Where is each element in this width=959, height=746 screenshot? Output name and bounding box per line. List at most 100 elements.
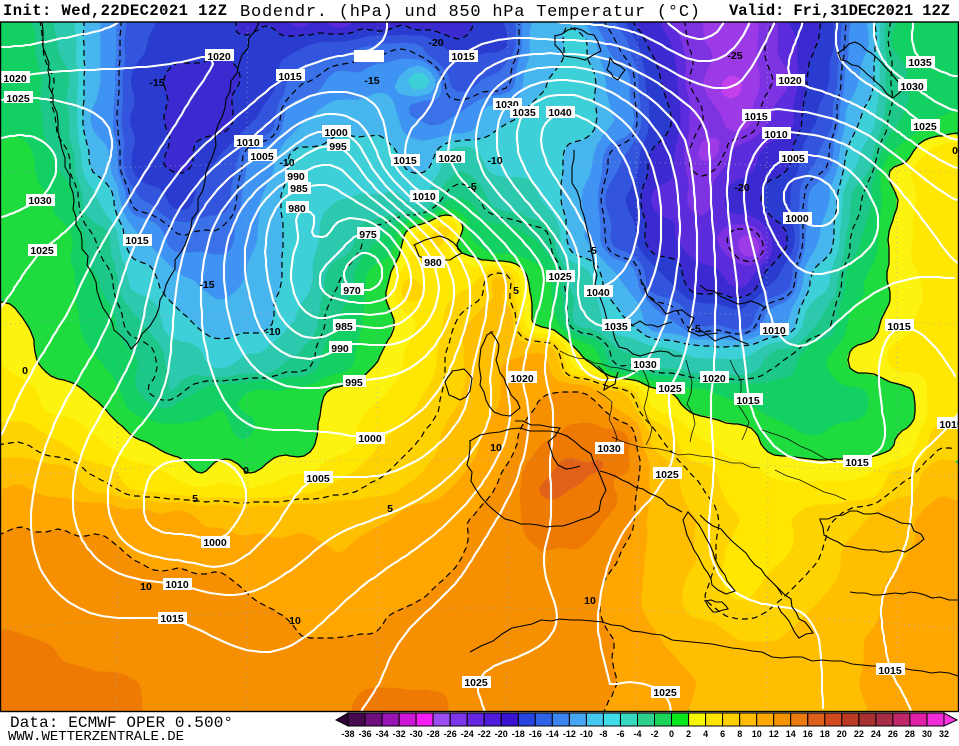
svg-text:1030: 1030 xyxy=(597,443,621,455)
svg-text:985: 985 xyxy=(335,321,353,333)
svg-text:1000: 1000 xyxy=(203,537,227,549)
svg-text:4: 4 xyxy=(703,729,708,739)
svg-text:0: 0 xyxy=(669,729,674,739)
svg-text:1015: 1015 xyxy=(393,155,417,167)
svg-text:1000: 1000 xyxy=(358,433,382,445)
svg-text:-4: -4 xyxy=(633,729,641,739)
svg-text:5: 5 xyxy=(387,503,393,515)
svg-text:-24: -24 xyxy=(461,729,474,739)
svg-text:24: 24 xyxy=(871,729,881,739)
svg-text:10: 10 xyxy=(140,581,152,593)
svg-text:1010: 1010 xyxy=(762,325,786,337)
svg-text:1025: 1025 xyxy=(30,245,54,257)
svg-text:1015: 1015 xyxy=(939,419,959,431)
svg-text:-20: -20 xyxy=(495,729,508,739)
svg-text:1005: 1005 xyxy=(250,151,274,163)
svg-text:16: 16 xyxy=(803,729,813,739)
svg-text:1015: 1015 xyxy=(744,111,768,123)
svg-text:6: 6 xyxy=(720,729,725,739)
svg-text:0: 0 xyxy=(243,465,249,477)
svg-text:1020: 1020 xyxy=(510,373,534,385)
svg-text:-15: -15 xyxy=(364,75,379,87)
svg-text:1030: 1030 xyxy=(28,195,52,207)
svg-text:-6: -6 xyxy=(616,729,624,739)
svg-text:28: 28 xyxy=(905,729,915,739)
svg-text:1025: 1025 xyxy=(548,271,572,283)
svg-text:1000: 1000 xyxy=(324,127,348,139)
svg-text:-10: -10 xyxy=(487,155,502,167)
svg-text:1015: 1015 xyxy=(887,321,911,333)
svg-text:-20: -20 xyxy=(428,37,443,49)
svg-text:1040: 1040 xyxy=(586,287,610,299)
svg-text:1020: 1020 xyxy=(778,75,802,87)
svg-text:1025: 1025 xyxy=(464,677,488,689)
svg-text:-14: -14 xyxy=(546,729,559,739)
svg-text:-30: -30 xyxy=(410,729,423,739)
svg-text:1000: 1000 xyxy=(785,213,809,225)
svg-text:30: 30 xyxy=(922,729,932,739)
svg-text:990: 990 xyxy=(287,171,305,183)
svg-text:1010: 1010 xyxy=(764,129,788,141)
svg-text:980: 980 xyxy=(288,203,306,215)
svg-text:980: 980 xyxy=(424,257,442,269)
svg-text:10: 10 xyxy=(584,595,596,607)
svg-text:1020: 1020 xyxy=(438,153,462,165)
svg-text:10: 10 xyxy=(490,442,502,454)
svg-text:-15: -15 xyxy=(149,77,164,89)
svg-text:-8: -8 xyxy=(599,729,607,739)
svg-text:Init: Wed,22DEC2021 12Z: Init: Wed,22DEC2021 12Z xyxy=(3,2,227,20)
svg-text:-5: -5 xyxy=(587,245,596,257)
svg-text:1015: 1015 xyxy=(736,395,760,407)
svg-text:1030: 1030 xyxy=(633,359,657,371)
svg-text:-10: -10 xyxy=(265,326,280,338)
svg-text:1020: 1020 xyxy=(702,373,726,385)
svg-text:-16: -16 xyxy=(529,729,542,739)
svg-text:-25: -25 xyxy=(727,50,742,62)
svg-text:2: 2 xyxy=(686,729,691,739)
svg-text:14: 14 xyxy=(786,729,796,739)
svg-text:1015: 1015 xyxy=(845,457,869,469)
svg-text:-2: -2 xyxy=(650,729,658,739)
svg-text:Valid: Fri,31DEC2021 12Z: Valid: Fri,31DEC2021 12Z xyxy=(729,2,950,20)
svg-text:-22: -22 xyxy=(478,729,491,739)
svg-text:1040: 1040 xyxy=(548,107,572,119)
svg-text:-36: -36 xyxy=(358,729,371,739)
svg-text:1025: 1025 xyxy=(658,383,682,395)
svg-text:1020: 1020 xyxy=(3,73,27,85)
svg-text:10: 10 xyxy=(289,615,301,627)
svg-text:-10: -10 xyxy=(580,729,593,739)
svg-text:1025: 1025 xyxy=(653,687,677,699)
svg-text:-10: -10 xyxy=(279,157,294,169)
svg-text:-20: -20 xyxy=(734,182,749,194)
svg-text:12: 12 xyxy=(769,729,779,739)
svg-text:10: 10 xyxy=(752,729,762,739)
svg-text:5: 5 xyxy=(192,493,198,505)
svg-text:1010: 1010 xyxy=(412,191,436,203)
svg-text:1025: 1025 xyxy=(655,469,679,481)
svg-text:1035: 1035 xyxy=(604,321,628,333)
svg-text:-34: -34 xyxy=(376,729,389,739)
svg-text:-28: -28 xyxy=(427,729,440,739)
svg-text:0: 0 xyxy=(22,365,28,377)
svg-text:1010: 1010 xyxy=(236,137,260,149)
svg-text:-38: -38 xyxy=(341,729,354,739)
svg-text:-32: -32 xyxy=(393,729,406,739)
svg-text:1015: 1015 xyxy=(878,665,902,677)
svg-text:-5: -5 xyxy=(467,181,476,193)
svg-text:975: 975 xyxy=(359,229,377,241)
svg-text:1025: 1025 xyxy=(913,121,937,133)
svg-text:995: 995 xyxy=(329,141,347,153)
svg-text:1005: 1005 xyxy=(306,473,330,485)
svg-text:1015: 1015 xyxy=(125,235,149,247)
svg-text:20: 20 xyxy=(837,729,847,739)
svg-text:1005: 1005 xyxy=(781,153,805,165)
svg-text:-15: -15 xyxy=(199,279,214,291)
svg-text:-12: -12 xyxy=(563,729,576,739)
svg-text:1025: 1025 xyxy=(6,93,30,105)
svg-text:-26: -26 xyxy=(444,729,457,739)
svg-text:1015: 1015 xyxy=(451,51,475,63)
svg-text:26: 26 xyxy=(888,729,898,739)
svg-text:-18: -18 xyxy=(512,729,525,739)
svg-text:985: 985 xyxy=(290,183,308,195)
svg-text:8: 8 xyxy=(737,729,742,739)
